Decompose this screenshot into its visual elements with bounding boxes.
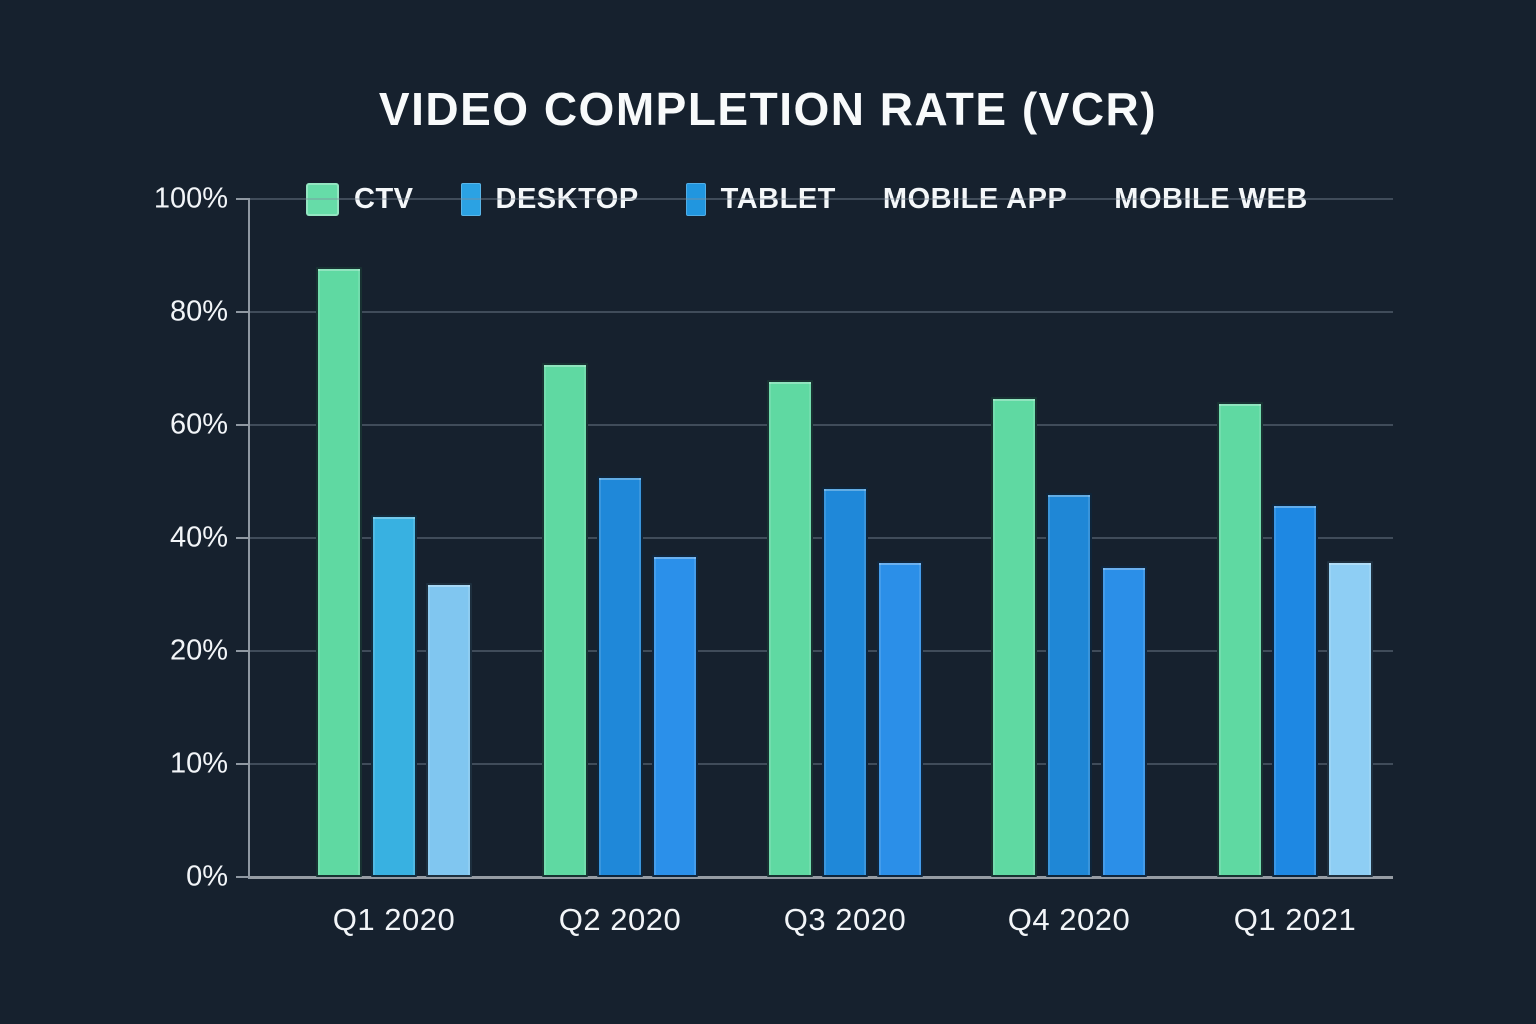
bar-tablet-q3-2020 [877,561,923,877]
bar-tablet-q2-2020 [652,555,698,877]
y-tick-label: 80% [169,295,228,328]
legend-label: DESKTOP [495,182,639,215]
bar-tablet-q4-2020 [1101,566,1147,877]
bar-ctv-q2-2020 [542,363,588,877]
y-tick-mark [236,424,250,426]
y-tick-mark [236,198,250,200]
legend-label: MOBILE APP [882,182,1068,215]
gridline-10pct [250,763,1393,765]
bar-ctv-q4-2020 [991,397,1037,877]
bar-desktop-q1-2020 [371,515,417,877]
y-tick-mark [236,876,250,878]
x-tick-label-q2-2020: Q2 2020 [558,902,682,937]
bar-tablet-q1-2020 [426,583,472,877]
legend-label: TABLET [720,182,836,215]
x-tick-label-q1-2020: Q1 2020 [332,902,456,937]
gridline-100pct [250,198,1393,200]
y-tick-mark [236,763,250,765]
y-tick-mark [236,537,250,539]
legend-item-desktop: DESKTOP [460,182,639,216]
legend-label: CTV [354,182,414,215]
bar-ctv-q3-2020 [767,380,813,877]
legend-label: MOBILE WEB [1114,182,1308,215]
y-tick-mark [236,650,250,652]
y-axis-line [248,199,250,879]
gridline-60pct [250,424,1393,426]
y-tick-mark [236,311,250,313]
gridline-20pct [250,650,1393,652]
legend-swatch-icon [306,182,339,216]
legend-item-mobile-app: MOBILE APP [883,183,1067,216]
bar-desktop-q4-2020 [1046,493,1092,877]
x-tick-label-q3-2020: Q3 2020 [783,902,907,937]
x-axis-line [250,876,1393,879]
gridline-40pct [250,537,1393,539]
x-tick-label-q1-2021: Q1 2021 [1233,902,1357,937]
bar-desktop-q2-2020 [597,476,643,877]
bar-desktop-q3-2020 [822,487,868,877]
y-tick-label: 60% [169,408,228,441]
gridline-80pct [250,311,1393,313]
bar-ctv-q1-2020 [316,267,362,877]
bar-desktop-q1-2021 [1272,504,1318,877]
legend-swatch-icon [460,182,481,216]
legend-item-mobile-web: MOBILE WEB [1114,183,1308,216]
y-tick-label: 10% [169,747,228,780]
legend-swatch-icon [685,182,706,216]
y-tick-label: 40% [169,521,228,554]
y-tick-label: 20% [169,634,228,667]
bar-tablet-q1-2021 [1327,561,1373,877]
x-tick-label-q4-2020: Q4 2020 [1007,902,1131,937]
legend-item-tablet: TABLET [685,182,836,216]
y-tick-label: 100% [153,182,228,215]
chart-title: VIDEO COMPLETION RATE (VCR) [378,83,1158,135]
legend-item-ctv: CTV [306,182,414,216]
bar-ctv-q1-2021 [1217,402,1263,877]
y-tick-label: 0% [186,860,228,893]
legend: CTV DESKTOP TABLET MOBILE APP MOBILE WEB [306,180,1308,218]
